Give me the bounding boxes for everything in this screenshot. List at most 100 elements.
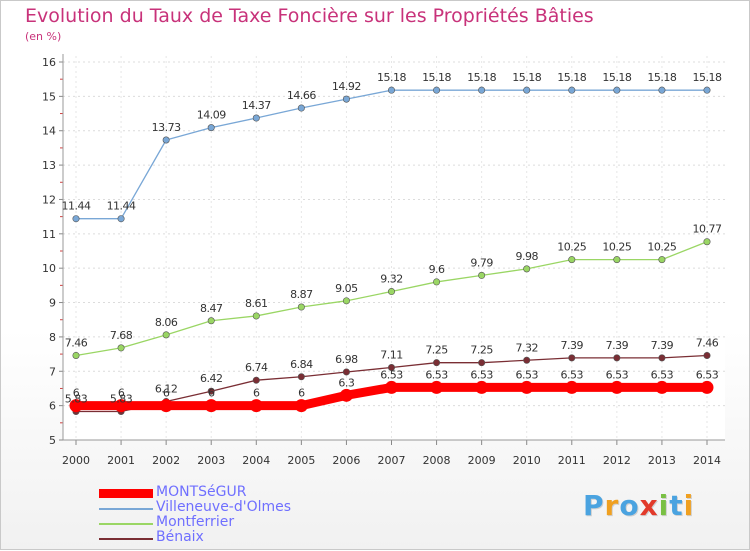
data-point-monts-gur-2012 [610,380,624,394]
data-label-b-naix-2013: 7.39 [651,339,674,352]
logo-letter: t [669,489,684,522]
data-point-b-naix-2004 [252,376,260,384]
data-point-b-naix-2005 [297,373,305,381]
y-tick-label-15: 15 [42,90,56,103]
x-tick-label-2006: 2006 [332,454,360,467]
data-point-montferrier-2003 [207,317,215,325]
x-tick-label-2011: 2011 [558,454,586,467]
data-point-villeneuve-d-olmes-2001 [117,215,125,223]
data-point-montferrier-2000 [72,351,80,359]
data-label-b-naix-2008: 7.25 [425,344,448,357]
y-axis-unit-label: (en %) [25,30,62,43]
data-label-b-naix-2012: 7.39 [606,339,629,352]
data-point-b-naix-2013 [658,354,666,362]
data-label-b-naix-2010: 7.32 [515,341,538,354]
legend-swatch-b-naix [99,538,153,540]
data-label-b-naix-2002: 6.12 [155,383,178,396]
data-label-montferrier-2014: 10.77 [693,223,722,236]
data-point-b-naix-2006 [342,368,350,376]
data-label-b-naix-2005: 6.84 [290,358,313,371]
data-point-monts-gur-2007 [385,380,398,394]
data-label-villeneuve-d-olmes-2000: 11.44 [62,200,91,213]
data-point-montferrier-2010 [523,265,531,273]
legend-label-montferrier: Montferrier [156,514,235,530]
data-label-villeneuve-d-olmes-2014: 15.18 [693,71,722,84]
data-point-villeneuve-d-olmes-2002 [162,136,170,144]
x-tick-label-2004: 2004 [242,454,270,467]
data-point-b-naix-2012 [613,354,621,362]
data-point-montferrier-2011 [568,256,576,264]
data-point-montferrier-2004 [252,312,260,320]
data-point-montferrier-2006 [342,297,350,305]
legend-swatch-monts-gur [99,489,153,498]
data-point-montferrier-2002 [162,331,170,339]
data-label-montferrier-2000: 7.46 [65,336,88,349]
data-label-b-naix-2004: 6.74 [245,361,268,374]
data-point-b-naix-2014 [703,351,711,359]
logo-letter: o [619,489,640,522]
data-point-b-naix-2009 [478,359,486,367]
data-label-villeneuve-d-olmes-2003: 14.09 [197,109,226,122]
data-label-villeneuve-d-olmes-2005: 14.66 [287,89,316,102]
data-label-villeneuve-d-olmes-2012: 15.18 [602,71,631,84]
data-label-villeneuve-d-olmes-2001: 11.44 [107,200,136,213]
y-tick-label-11: 11 [42,228,56,241]
data-label-montferrier-2005: 8.87 [290,288,313,301]
data-point-villeneuve-d-olmes-2014 [703,86,711,94]
data-label-villeneuve-d-olmes-2006: 14.92 [332,80,361,93]
data-point-monts-gur-2002 [159,399,173,413]
x-tick-label-2012: 2012 [603,454,631,467]
data-label-monts-gur-2011: 6.53 [561,368,584,381]
data-point-villeneuve-d-olmes-2000 [72,215,80,223]
data-point-b-naix-2007 [387,363,395,371]
data-label-monts-gur-2004: 6 [253,387,260,400]
data-label-montferrier-2006: 9.05 [335,282,358,295]
data-label-b-naix-2007: 7.11 [380,348,403,361]
data-label-montferrier-2003: 8.47 [200,302,223,315]
data-label-monts-gur-2012: 6.53 [606,368,629,381]
x-tick-label-2001: 2001 [107,454,135,467]
x-tick-label-2007: 2007 [378,454,406,467]
data-point-monts-gur-2013 [655,380,669,394]
logo-letter: P [583,489,605,522]
x-tick-label-2013: 2013 [648,454,676,467]
data-label-villeneuve-d-olmes-2009: 15.18 [467,71,496,84]
data-point-montferrier-2009 [478,271,486,279]
data-label-monts-gur-2005: 6 [298,387,305,400]
logo-letter: i [683,489,695,522]
legend-label-b-naix: Bénaix [156,529,204,545]
x-tick-label-2010: 2010 [513,454,541,467]
data-label-monts-gur-2007: 6.53 [380,368,403,381]
data-point-monts-gur-2010 [520,380,534,394]
data-point-b-naix-2003 [207,387,215,395]
y-tick-label-5: 5 [49,434,56,447]
data-point-montferrier-2012 [613,256,621,264]
data-point-montferrier-2014 [703,238,711,246]
data-point-montferrier-2005 [297,303,305,311]
data-point-villeneuve-d-olmes-2006 [342,95,350,103]
plot-area [63,56,725,440]
legend-swatch-montferrier [99,523,153,525]
data-point-montferrier-2007 [387,288,395,296]
data-label-montferrier-2001: 7.68 [110,329,133,342]
data-label-villeneuve-d-olmes-2013: 15.18 [647,71,676,84]
chart-title: Evolution du Taux de Taxe Foncière sur l… [25,5,594,27]
x-tick-label-2009: 2009 [468,454,496,467]
data-label-montferrier-2013: 10.25 [647,241,676,254]
data-label-monts-gur-2009: 6.53 [470,368,493,381]
data-point-villeneuve-d-olmes-2012 [613,86,621,94]
data-label-montferrier-2007: 9.32 [380,273,403,286]
data-label-b-naix-2000: 5.83 [65,392,88,405]
data-point-monts-gur-2005 [294,399,308,413]
y-tick-label-14: 14 [42,125,56,138]
data-label-montferrier-2010: 9.98 [515,250,538,263]
logo-letter: i [658,489,670,522]
data-label-b-naix-2001: 5.83 [110,392,133,405]
data-label-monts-gur-2014: 6.53 [696,368,719,381]
data-label-monts-gur-2002: 6 [163,387,170,400]
logo-letter: x [639,489,659,522]
data-point-b-naix-2011 [568,354,576,362]
data-label-b-naix-2014: 7.46 [696,336,719,349]
